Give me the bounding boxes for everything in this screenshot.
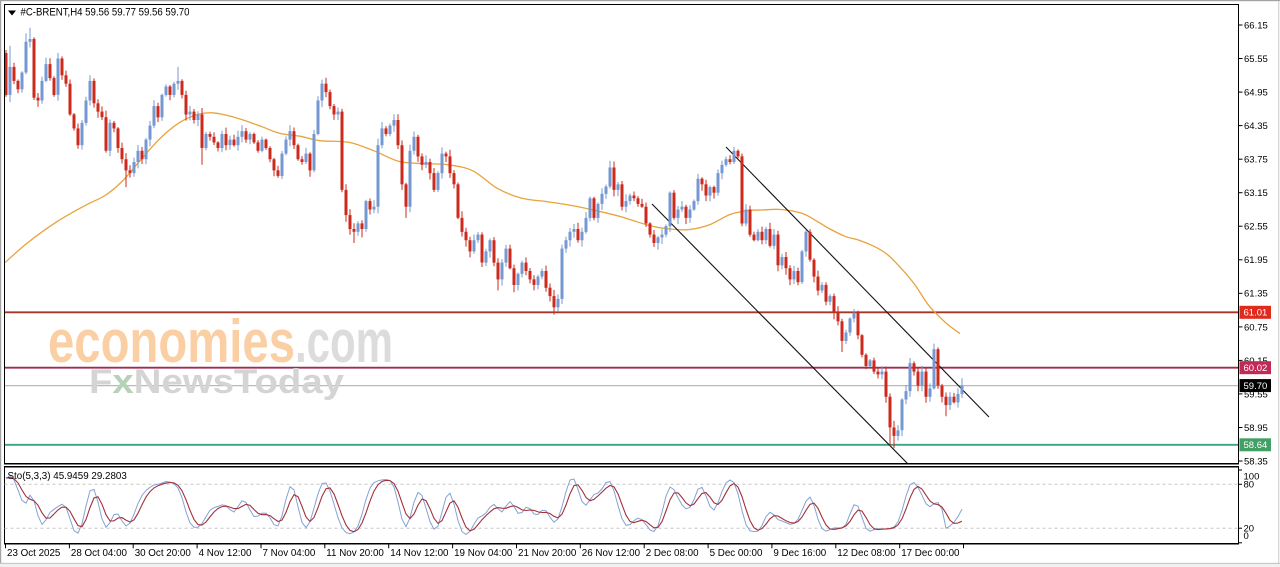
svg-text:0: 0 — [1244, 531, 1249, 542]
svg-text:#C-BRENT,H4 59.56 59.77 59.56: #C-BRENT,H4 59.56 59.77 59.56 59.70 — [21, 7, 190, 19]
svg-text:28 Oct 04:00: 28 Oct 04:00 — [71, 548, 128, 559]
svg-text:14 Nov 12:00: 14 Nov 12:00 — [390, 548, 449, 559]
svg-text:Sto(5,3,3) 45.9459 29.2803: Sto(5,3,3) 45.9459 29.2803 — [8, 471, 128, 482]
svg-text:61.35: 61.35 — [1244, 289, 1268, 300]
svg-text:59.55: 59.55 — [1244, 389, 1268, 400]
svg-text:63.15: 63.15 — [1244, 188, 1268, 199]
svg-text:66.15: 66.15 — [1244, 20, 1268, 31]
svg-text:7 Nov 04:00: 7 Nov 04:00 — [263, 548, 316, 559]
svg-text:.com: .com — [295, 308, 393, 375]
svg-text:58.35: 58.35 — [1244, 456, 1268, 467]
svg-text:59.70: 59.70 — [1244, 381, 1268, 392]
svg-text:61.01: 61.01 — [1244, 308, 1268, 319]
svg-text:26 Nov 12:00: 26 Nov 12:00 — [582, 548, 641, 559]
svg-text:60.75: 60.75 — [1244, 322, 1268, 333]
svg-text:4 Nov 12:00: 4 Nov 12:00 — [199, 548, 252, 559]
svg-text:2 Dec 08:00: 2 Dec 08:00 — [646, 548, 699, 559]
svg-text:65.55: 65.55 — [1244, 54, 1268, 65]
svg-text:30 Oct 20:00: 30 Oct 20:00 — [135, 548, 192, 559]
svg-text:64.95: 64.95 — [1244, 88, 1268, 99]
svg-text:economies: economies — [48, 308, 295, 375]
svg-text:21 Nov 20:00: 21 Nov 20:00 — [518, 548, 577, 559]
svg-text:19 Nov 04:00: 19 Nov 04:00 — [454, 548, 513, 559]
svg-text:62.55: 62.55 — [1244, 222, 1268, 233]
svg-text:9 Dec 16:00: 9 Dec 16:00 — [773, 548, 826, 559]
svg-text:58.64: 58.64 — [1244, 440, 1268, 451]
svg-text:63.75: 63.75 — [1244, 155, 1268, 166]
svg-text:61.95: 61.95 — [1244, 255, 1268, 266]
svg-text:23 Oct 2025: 23 Oct 2025 — [7, 548, 61, 559]
svg-text:100: 100 — [1244, 471, 1260, 482]
svg-text:17 Dec 00:00: 17 Dec 00:00 — [901, 548, 960, 559]
svg-text:80: 80 — [1244, 480, 1255, 491]
svg-text:FxNewsToday: FxNewsToday — [89, 363, 344, 401]
svg-text:64.35: 64.35 — [1244, 121, 1268, 132]
svg-text:58.95: 58.95 — [1244, 423, 1268, 434]
svg-text:60.02: 60.02 — [1244, 363, 1268, 374]
svg-text:11 Nov 20:00: 11 Nov 20:00 — [326, 548, 384, 559]
svg-text:20: 20 — [1244, 524, 1255, 535]
svg-text:12 Dec 08:00: 12 Dec 08:00 — [837, 548, 896, 559]
svg-text:5 Dec 00:00: 5 Dec 00:00 — [710, 548, 763, 559]
